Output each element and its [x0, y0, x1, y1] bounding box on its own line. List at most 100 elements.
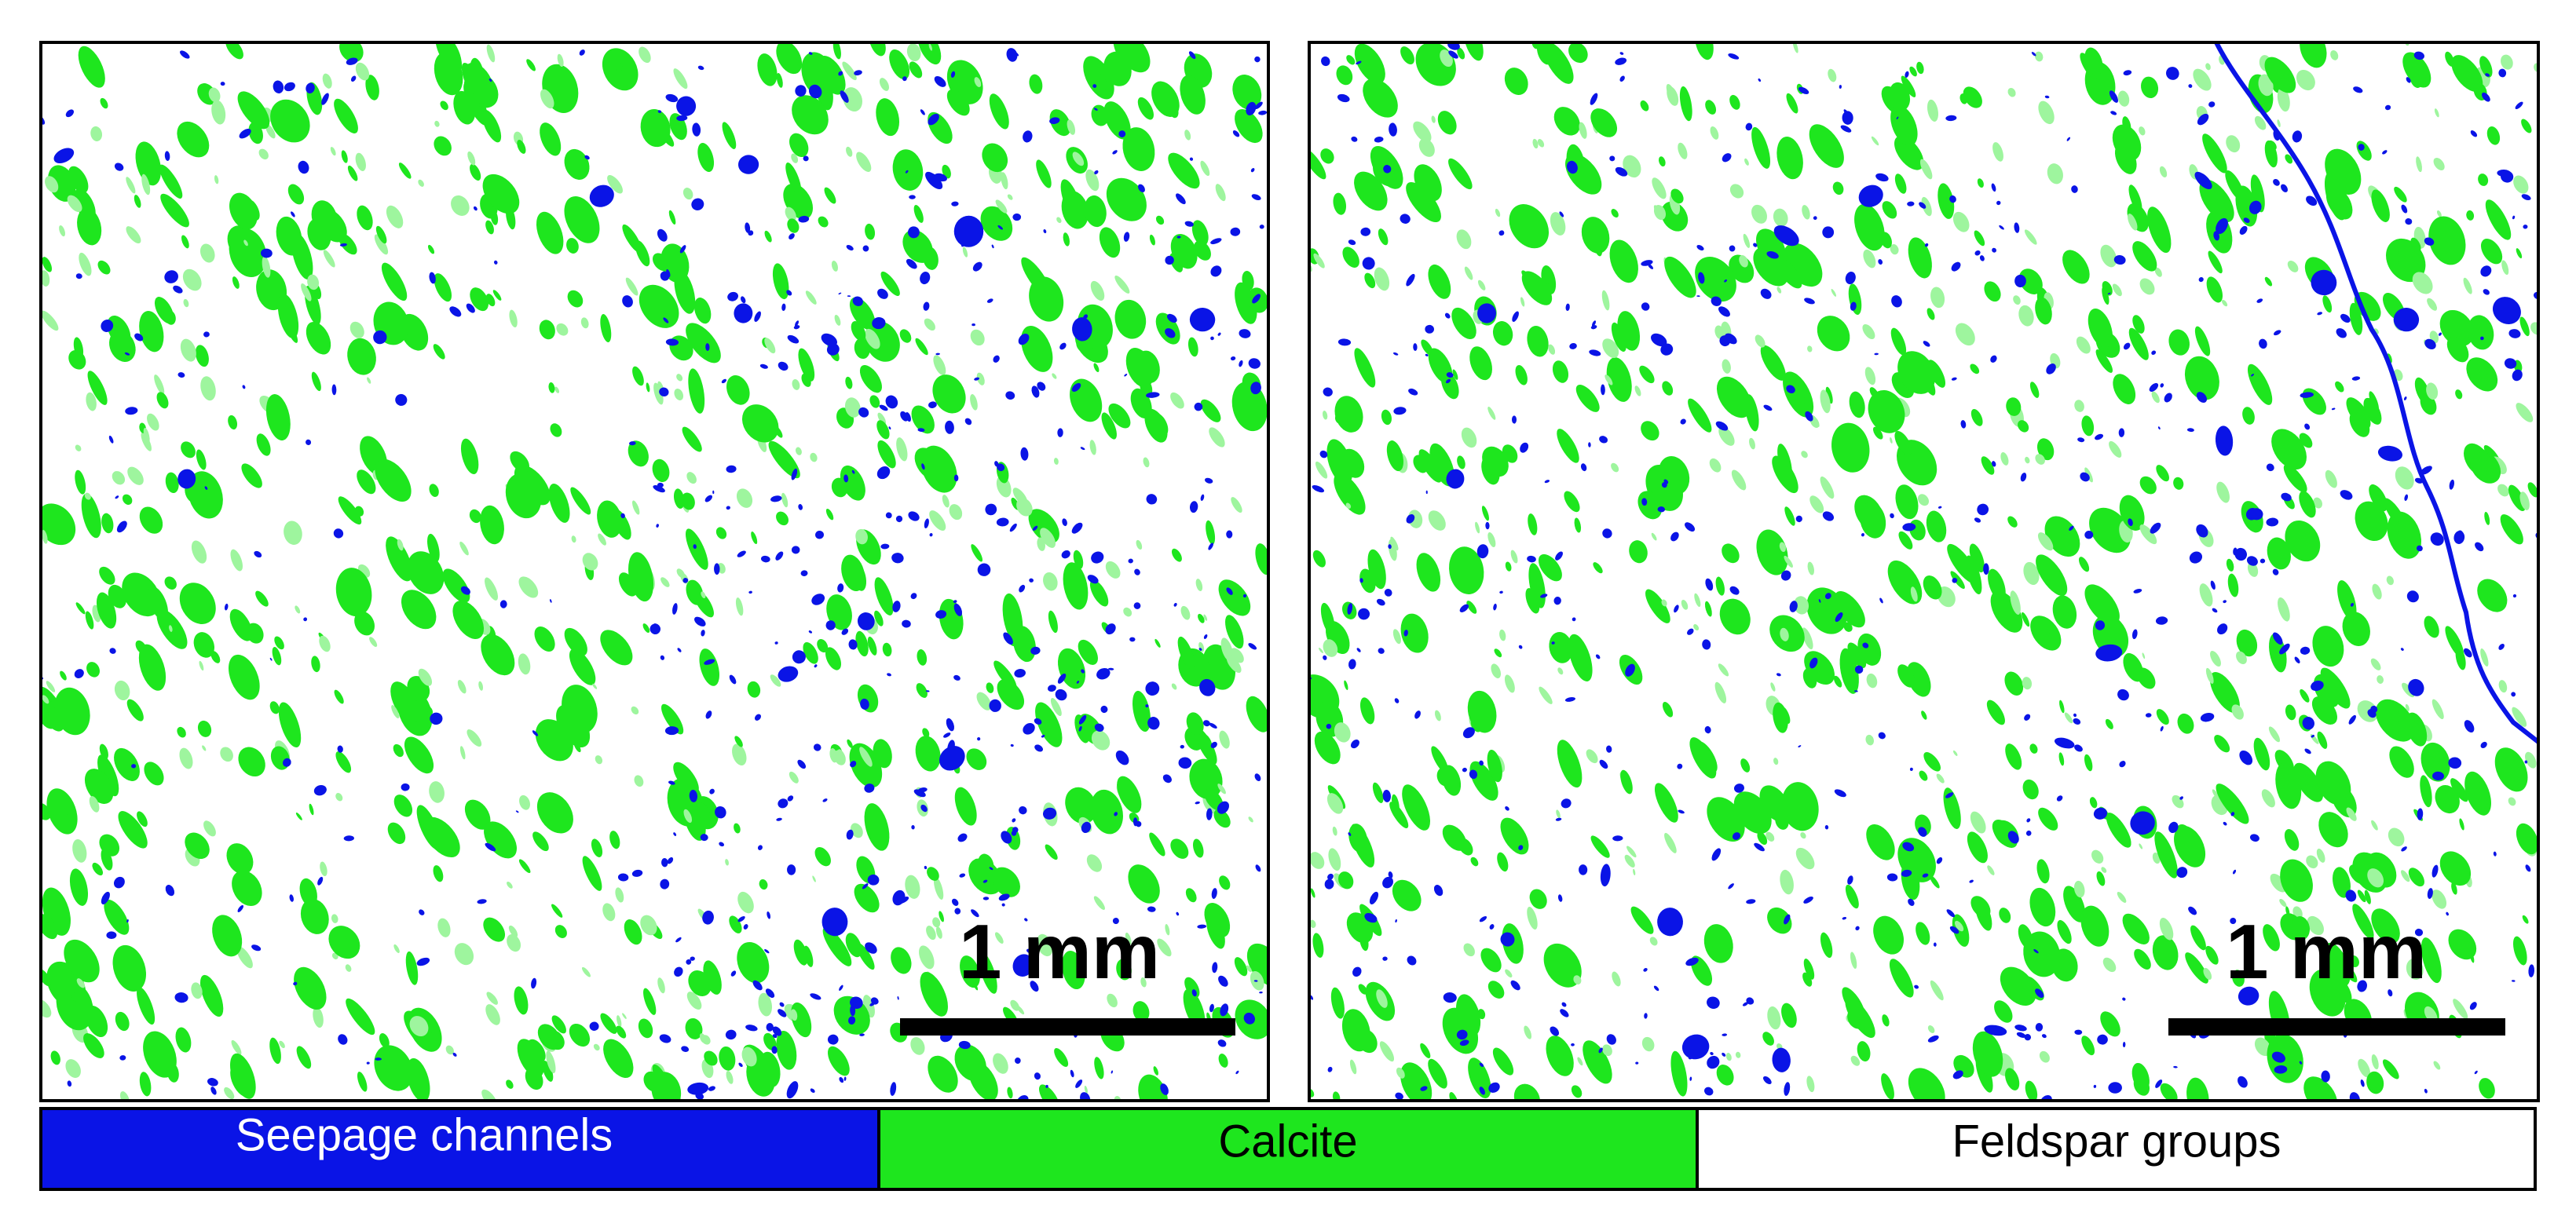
- seepage-channel: [2214, 42, 2538, 744]
- seepage-pore: [338, 1034, 348, 1045]
- calcite-grain: [265, 124, 276, 139]
- seepage-pore: [2071, 185, 2078, 193]
- calcite-grain: [1180, 605, 1191, 620]
- seepage-pore: [778, 666, 799, 682]
- calcite-grain: [1218, 1054, 1228, 1068]
- seepage-pore: [1984, 1025, 2007, 1036]
- calcite-grain: [1777, 444, 1792, 480]
- seepage-pore: [991, 244, 994, 249]
- seepage-pore: [2117, 689, 2129, 701]
- calcite-grain: [1634, 385, 1641, 396]
- seepage-pore: [745, 222, 751, 233]
- calcite-grain: [1418, 138, 1435, 157]
- calcite-grain: [86, 662, 100, 678]
- calcite-grain: [1406, 182, 1441, 223]
- seepage-pore: [1843, 109, 1849, 115]
- seepage-pore: [1248, 358, 1261, 369]
- calcite-grain: [1981, 456, 1995, 475]
- calcite-grain: [482, 174, 520, 214]
- seepage-pore: [1635, 1061, 1639, 1065]
- seepage-pore: [1254, 101, 1263, 110]
- seepage-pore: [729, 674, 737, 685]
- calcite-grain: [2525, 751, 2537, 769]
- seepage-pore: [1327, 1066, 1333, 1072]
- calcite-grain: [2394, 186, 2407, 203]
- calcite-grain: [1557, 740, 1583, 788]
- seepage-pore: [1601, 384, 1605, 396]
- seepage-pore: [850, 761, 857, 768]
- calcite-grain: [2477, 579, 2508, 612]
- calcite-grain: [1103, 101, 1131, 140]
- calcite-grain: [2202, 133, 2227, 174]
- calcite-grain: [83, 1033, 104, 1058]
- calcite-grain: [1719, 598, 1751, 635]
- seepage-pore: [1922, 873, 1929, 878]
- calcite-grain: [2278, 597, 2290, 622]
- seepage-pore: [1678, 809, 1685, 814]
- seepage-pore: [787, 795, 794, 802]
- calcite-grain: [855, 528, 868, 545]
- seepage-pore: [1728, 53, 1740, 60]
- calcite-grain: [1537, 139, 1545, 148]
- calcite-grain: [60, 670, 67, 681]
- seepage-pore: [1425, 324, 1434, 334]
- panel-frame: [39, 41, 1270, 1102]
- seepage-pore: [2306, 195, 2318, 206]
- seepage-pore: [776, 817, 782, 821]
- seepage-pore: [373, 330, 387, 345]
- seepage-pore: [690, 956, 695, 961]
- seepage-pore: [2512, 369, 2523, 382]
- calcite-grain: [1106, 177, 1147, 221]
- calcite-grain: [1602, 1044, 1612, 1057]
- seepage-pore: [1946, 909, 1956, 918]
- calcite-grain: [600, 314, 612, 343]
- calcite-grain: [2484, 511, 2490, 525]
- seepage-pore: [766, 1023, 774, 1032]
- calcite-grain: [1974, 230, 1985, 247]
- calcite-grain: [2279, 898, 2287, 908]
- seepage-pore: [1094, 170, 1099, 175]
- calcite-grain: [844, 397, 861, 418]
- seepage-pore: [1072, 317, 1092, 342]
- seepage-pore: [679, 245, 686, 254]
- calcite-grain: [1107, 993, 1118, 1008]
- calcite-grain: [1802, 205, 1810, 220]
- calcite-grain: [1359, 568, 1376, 594]
- seepage-pore: [935, 610, 947, 619]
- seepage-pore: [1408, 388, 1418, 396]
- calcite-grain: [2025, 1080, 2038, 1101]
- seepage-pore: [953, 603, 963, 616]
- calcite-grain: [2105, 718, 2113, 729]
- seepage-pore: [848, 1016, 856, 1025]
- calcite-grain: [42, 695, 49, 704]
- seepage-pore: [2230, 917, 2237, 924]
- seepage-pore: [996, 517, 1009, 527]
- calcite-grain: [2500, 514, 2523, 545]
- calcite-grain: [2480, 239, 2503, 265]
- calcite-grain: [2451, 55, 2483, 92]
- calcite-grain: [2446, 336, 2469, 363]
- seepage-pore: [2281, 492, 2292, 502]
- calcite-grain: [307, 274, 320, 290]
- calcite-grain: [580, 317, 589, 329]
- calcite-grain: [1061, 191, 1089, 229]
- seepage-pore: [473, 206, 478, 211]
- calcite-grain: [1372, 782, 1384, 803]
- calcite-grain: [902, 229, 933, 263]
- calcite-grain: [300, 898, 329, 934]
- seepage-pore: [2353, 86, 2363, 93]
- seepage-pore: [1232, 130, 1240, 137]
- calcite-grain: [1123, 607, 1132, 617]
- seepage-pore: [1469, 769, 1478, 780]
- calcite-grain: [387, 822, 406, 845]
- calcite-grain: [1246, 696, 1268, 732]
- calcite-grain: [355, 152, 366, 171]
- seepage-pore: [1071, 522, 1083, 534]
- calcite-grain: [391, 705, 400, 719]
- calcite-grain: [966, 748, 987, 770]
- seepage-pore: [1388, 871, 1393, 879]
- calcite-grain: [1184, 130, 1191, 141]
- seepage-pore: [850, 1005, 856, 1017]
- calcite-grain: [1198, 613, 1205, 623]
- calcite-grain: [1177, 636, 1195, 670]
